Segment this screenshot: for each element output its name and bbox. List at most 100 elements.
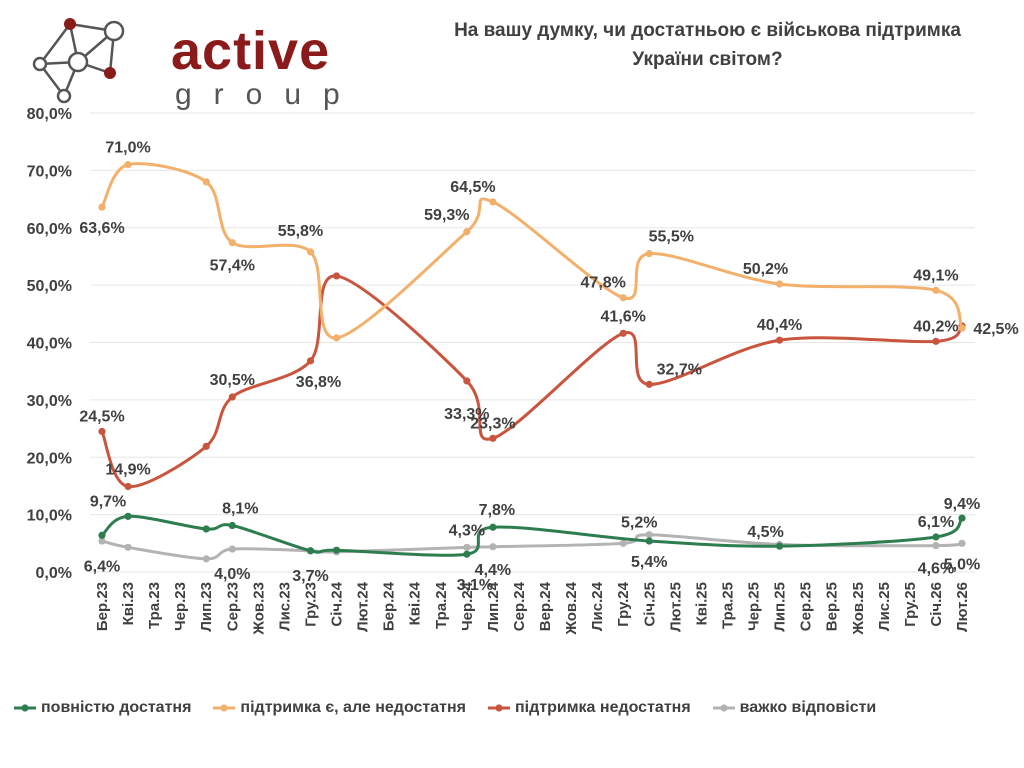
data-point	[98, 531, 106, 539]
data-point	[645, 537, 653, 545]
x-tick-label: Січ.24	[329, 581, 346, 626]
data-label: 23,3%	[470, 415, 515, 432]
x-axis-labels: Бер.23 Кві.23 Тра.23 Чер.23 Лип.23 Сер.23 Жов.…	[94, 581, 971, 635]
data-label: 9,4%	[944, 496, 980, 513]
data-point	[463, 228, 471, 236]
data-label: 4,5%	[747, 524, 783, 541]
data-point	[775, 542, 784, 550]
x-tick-label: Бер.23	[94, 582, 111, 631]
data-point	[124, 161, 132, 169]
data-label: 5,4%	[631, 554, 667, 571]
data-point	[932, 542, 940, 550]
chart-title-line-2: України світом?	[632, 49, 783, 70]
legend-item: важко відповісти	[712, 699, 877, 717]
data-label: 47,8%	[581, 275, 626, 292]
legend-swatch	[213, 704, 236, 712]
data-point	[98, 427, 106, 436]
y-tick-label: 20,0%	[27, 450, 72, 467]
data-label: 49,1%	[913, 267, 958, 284]
data-point	[228, 545, 236, 553]
data-label: 59,3%	[424, 207, 469, 224]
x-tick-label: Лис.23	[276, 582, 293, 631]
y-axis-labels: 0,0% 10,0% 20,0% 30,0% 40,0% 50,0% 60,0% 70,0% 8…	[27, 106, 72, 582]
data-label: 41,6%	[601, 308, 646, 325]
legend-swatch	[14, 704, 36, 712]
x-tick-label: Жов.24	[563, 581, 580, 635]
chart-title: На вашу думку, чи достатньою є військова…	[395, 16, 1020, 74]
data-label: 42,5%	[973, 321, 1018, 338]
legend-label: підтримка недостатня	[515, 699, 691, 716]
x-tick-label: Вер.25	[824, 582, 841, 631]
data-point	[228, 239, 236, 247]
data-point	[619, 539, 627, 547]
data-point	[958, 539, 966, 547]
x-tick-label: Гру.23	[302, 582, 319, 627]
data-point	[306, 547, 315, 555]
data-point	[124, 512, 132, 520]
y-tick-label: 60,0%	[27, 221, 72, 238]
data-point	[489, 434, 497, 442]
data-point	[332, 272, 341, 280]
data-label: 4,3%	[449, 522, 485, 539]
data-point	[958, 324, 966, 332]
x-tick-label: Сер.25	[798, 582, 815, 631]
data-label: 71,0%	[105, 140, 150, 157]
data-point	[98, 203, 106, 211]
data-label: 55,5%	[649, 229, 694, 246]
data-point	[98, 537, 106, 545]
data-point	[932, 337, 940, 345]
line-chart: 0,0% 10,0% 20,0% 30,0% 40,0% 50,0% 60,0% 70,0% 8…	[27, 106, 1019, 636]
data-label: 7,8%	[479, 502, 515, 519]
data-point	[202, 525, 210, 533]
x-tick-label: Кві.23	[120, 582, 137, 625]
data-label: 50,2%	[743, 261, 788, 278]
y-tick-label: 40,0%	[27, 336, 72, 353]
data-label: 55,8%	[278, 223, 323, 240]
data-label: 40,4%	[757, 317, 802, 334]
data-label: 32,7%	[657, 361, 702, 378]
y-tick-label: 70,0%	[27, 163, 72, 180]
x-tick-label: Кві.25	[693, 582, 710, 625]
x-tick-label: Лют.26	[954, 582, 971, 632]
data-point	[489, 543, 497, 551]
legend-item: підтримка недостатня	[488, 699, 691, 717]
y-tick-label: 10,0%	[27, 508, 72, 525]
chart-title-line-1: На вашу думку, чи достатньою є військова…	[454, 20, 961, 41]
data-point	[619, 329, 627, 337]
data-point	[202, 178, 210, 186]
x-tick-label: Лис.25	[876, 582, 893, 631]
x-tick-label: Жов.25	[850, 582, 867, 636]
x-tick-label: Тра.23	[146, 582, 163, 629]
x-tick-label: Сер.24	[511, 581, 528, 631]
data-label: 6,4%	[84, 558, 120, 575]
data-point	[332, 334, 341, 342]
data-label: 33,3%	[444, 406, 489, 423]
data-point	[228, 521, 236, 530]
data-point	[775, 336, 784, 344]
data-point	[958, 514, 966, 522]
data-point	[124, 543, 132, 551]
data-point	[124, 482, 132, 491]
x-tick-label: Тра.25	[719, 582, 736, 629]
x-tick-label: Лип.23	[198, 582, 215, 632]
y-tick-label: 80,0%	[27, 106, 72, 123]
logo-wordmark: active	[171, 21, 331, 81]
legend-swatch	[712, 704, 735, 712]
data-point	[306, 357, 315, 365]
x-tick-label: Чер.23	[172, 582, 189, 631]
legend-item: повністю достатня	[14, 699, 191, 717]
legend: повністю достатня підтримка є, але недост…	[14, 699, 1014, 717]
data-point	[932, 286, 940, 294]
data-label: 5,2%	[621, 515, 657, 532]
data-label: 3,1%	[457, 577, 493, 594]
data-point	[932, 533, 940, 541]
legend-item: підтримка є, але недостатня	[213, 699, 466, 717]
data-point	[645, 249, 653, 258]
data-point	[489, 523, 497, 531]
data-label: 4,6%	[918, 561, 954, 578]
x-tick-label: Січ.26	[928, 582, 945, 627]
data-label: 9,7%	[90, 493, 126, 510]
legend-label: важко відповісти	[739, 699, 877, 716]
x-tick-label: Гру.25	[902, 582, 919, 627]
x-tick-label: Сер.23	[224, 582, 241, 631]
